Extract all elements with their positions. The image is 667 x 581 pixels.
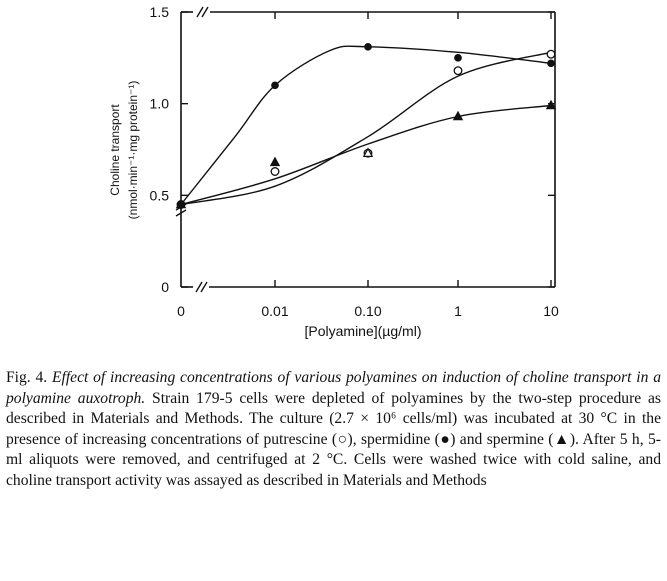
spermidine-point [364, 43, 372, 51]
putrescine-curve [180, 51, 552, 206]
spermine-point [269, 156, 281, 167]
bottom-break-mark-1 [195, 281, 203, 293]
spermine-point [362, 147, 374, 157]
x-tick-label: 0 [177, 303, 185, 319]
x-axis-label: [Polyamine](µg/ml) [305, 323, 422, 339]
y-tick-label: 0 [161, 279, 169, 295]
choline-transport-chart: 0 0.5 1.0 1.5 0 0.01 0.10 1 10 [Polyamine](µg/ml… [108, 4, 559, 339]
y-break-mark-2 [175, 209, 187, 217]
spermine-point [175, 198, 187, 209]
figure-caption: Fig. 4. Effect of increasing concentrati… [6, 368, 661, 492]
points [175, 43, 557, 209]
y-tick-label: 1.5 [150, 4, 170, 20]
spermine-curve [180, 104, 552, 206]
putrescine-point [546, 49, 556, 59]
x-tick-label: 10 [543, 303, 559, 319]
spermine-point [545, 99, 557, 110]
top-break-mark-1 [196, 6, 204, 18]
caption-label: Fig. 4. [6, 369, 48, 386]
axes [175, 6, 556, 293]
y-tick-label: 0.5 [150, 187, 170, 203]
spermidine-point [271, 81, 279, 90]
curves [180, 45, 552, 206]
spermine-point [452, 110, 464, 121]
caption-title: Effect of increasing concentrations of v… [6, 369, 661, 407]
y-tick-label: 1.0 [150, 96, 170, 112]
x-tick-label: 0.01 [261, 303, 288, 319]
x-tick-label: 1 [454, 303, 462, 319]
spermidine-point [454, 54, 462, 62]
putrescine-point [270, 167, 280, 176]
y-axis-label-line1: Choline transport [108, 104, 122, 196]
bottom-break-mark-2 [200, 281, 208, 293]
top-break-mark-2 [201, 6, 209, 18]
ticks: 0 0.5 1.0 1.5 0 0.01 0.10 1 10 [150, 4, 559, 319]
spermidine-point [547, 59, 555, 68]
caption-body: Strain 179-5 cells were depleted of poly… [6, 389, 661, 489]
putrescine-point [453, 66, 463, 76]
y-axis-label-line2: (nmol·min⁻¹·mg protein⁻¹) [126, 81, 140, 220]
x-tick-label: 0.10 [354, 303, 381, 319]
figure-container: 0 0.5 1.0 1.5 0 0.01 0.10 1 10 [Polyamine](µg/ml… [108, 4, 559, 339]
spermidine-curve [180, 45, 552, 205]
